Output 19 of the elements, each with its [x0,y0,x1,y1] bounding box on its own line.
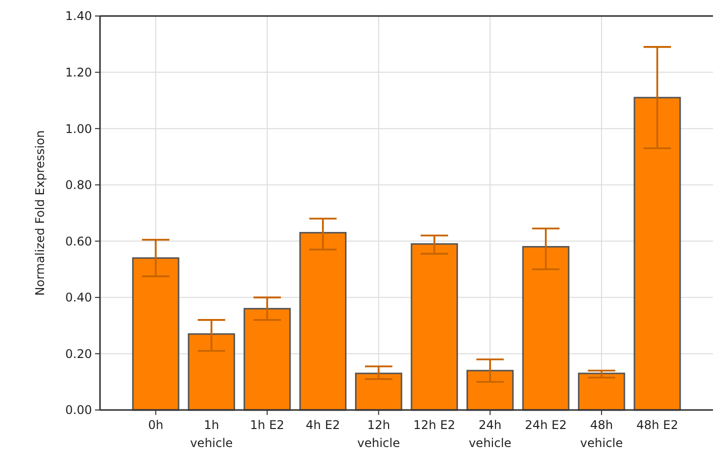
y-axis-title: Normalized Fold Expression [33,130,47,296]
x-tick-label: 4h E2 [306,418,340,432]
x-tick-label: 12h E2 [413,418,456,432]
x-tick-label: 12h vehicle [357,418,400,450]
y-tick-label: 0.40 [65,290,92,305]
y-tick-label: 0.80 [65,178,92,192]
y-tick-label: 0.60 [65,234,92,248]
x-tick-label: 48h vehicle [580,418,623,450]
y-tick-label: 1.40 [65,9,92,24]
y-tick-label: 1.20 [65,65,92,80]
y-tick-label: 1.00 [65,122,92,136]
x-tick-label: 1h E2 [250,418,284,432]
x-tick-label: 1h vehicle [190,418,233,450]
x-tick-label: 24h E2 [524,418,567,432]
x-tick-label: 0h [148,418,164,432]
y-tick-label: 0.20 [65,346,92,361]
y-tick-label: 0.00 [65,403,92,418]
x-tick-label: 48h E2 [636,418,678,432]
x-tick-label: 24h vehicle [468,418,512,450]
